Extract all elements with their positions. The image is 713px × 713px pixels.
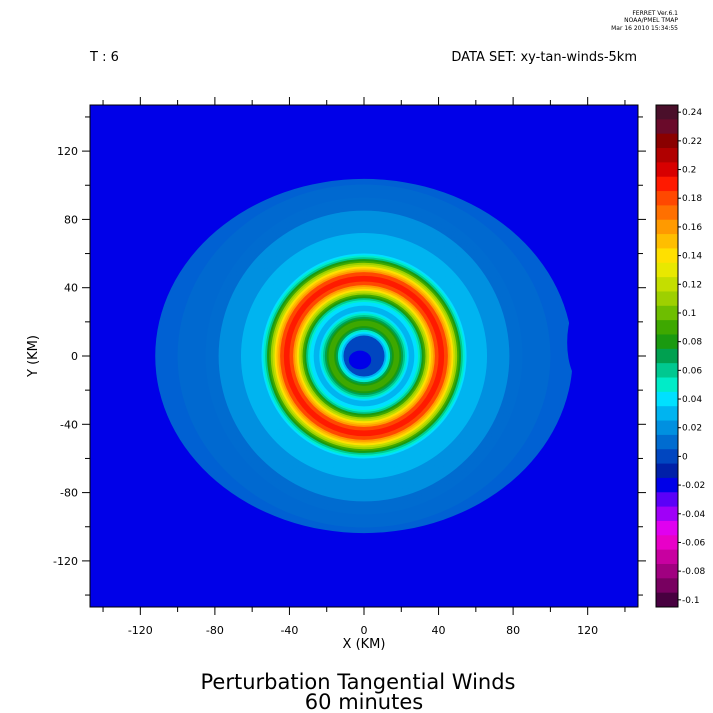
y-tick-label: 120 — [57, 145, 78, 158]
program-line-2: NOAA/PMEL TMAP — [624, 17, 678, 24]
colorbar-swatch — [656, 105, 678, 120]
colorbar-swatch — [656, 248, 678, 264]
colorbar-swatch — [656, 434, 678, 450]
colorbar-tick-label: 0.16 — [682, 223, 702, 233]
colorbar-swatch — [656, 506, 678, 522]
negative-patch — [572, 253, 596, 265]
y-tick-label: -40 — [60, 418, 78, 431]
colorbar-swatch — [656, 119, 678, 135]
y-tick-label: -120 — [53, 555, 78, 568]
x-axis-ticks: -120 -80 -40 0 40 80 120 — [102, 97, 626, 637]
y-axis-label: Y (KM) — [26, 335, 41, 378]
chart-subtitle: 60 minutes — [305, 690, 423, 713]
colorbar-swatch — [656, 406, 678, 422]
negative-patch — [565, 475, 581, 483]
y-tick-label: -80 — [60, 487, 78, 500]
colorbar-tick-label: 0 — [682, 452, 688, 462]
time-label: T : 6 — [89, 50, 119, 65]
colorbar-swatch — [656, 162, 678, 178]
program-line-3: Mar 16 2010 15:34:55 — [611, 25, 678, 32]
colorbar-swatch — [656, 492, 678, 508]
chart-title: Perturbation Tangential Winds — [201, 670, 516, 694]
y-tick-label: 80 — [64, 213, 78, 226]
colorbar-tick-label: -0.04 — [682, 510, 706, 520]
colorbar-tick-label: -0.08 — [682, 567, 706, 577]
colorbar-swatch — [656, 234, 678, 249]
core-negative-region — [348, 350, 372, 370]
colorbar-tick-label: 0.22 — [682, 137, 702, 147]
y-tick-label: 40 — [64, 282, 78, 295]
y-tick-label: 0 — [71, 350, 78, 363]
colorbar-swatch — [656, 262, 678, 278]
colorbar-tick-label: 0.2 — [682, 166, 696, 176]
x-tick-label: 80 — [506, 624, 520, 637]
colorbar-swatch — [656, 592, 678, 608]
colorbar-tick-label: 0.14 — [682, 252, 702, 262]
colorbar-swatch — [656, 391, 678, 407]
y-axis-ticks: -120 -80 -40 0 40 80 120 — [53, 116, 646, 596]
colorbar-swatch — [656, 133, 678, 149]
colorbar-swatch — [656, 334, 678, 350]
colorbar-tick-label: 0.12 — [682, 280, 702, 290]
colorbar-swatch — [656, 291, 678, 307]
x-tick-label: -80 — [206, 624, 224, 637]
colorbar-swatch — [656, 219, 678, 235]
negative-patch — [479, 118, 491, 126]
colorbar-tick-label: 0.06 — [682, 366, 702, 376]
colorbar-tick-label: 0.02 — [682, 424, 702, 434]
colorbar-tick-label: 0.1 — [682, 309, 696, 319]
negative-patch — [119, 328, 132, 340]
colorbar-swatch — [656, 420, 678, 436]
colorbar-swatch — [656, 205, 678, 221]
x-tick-label: 40 — [432, 624, 446, 637]
x-tick-label: 0 — [361, 624, 368, 637]
x-tick-label: -120 — [128, 624, 153, 637]
x-tick-label: 120 — [577, 624, 598, 637]
program-line-1: FERRET Ver.6.1 — [632, 10, 678, 17]
colorbar-swatch — [656, 277, 678, 292]
colorbar-tick-label: 0.18 — [682, 194, 702, 204]
negative-patch — [567, 301, 601, 384]
colorbar-swatch — [656, 176, 678, 192]
colorbar-swatch — [656, 320, 678, 335]
colorbar-swatch — [656, 377, 678, 393]
x-tick-label: -40 — [280, 624, 298, 637]
colorbar: 0.24 0.22 0.2 0.18 0.16 0.14 0.12 0.1 0.08 0.06 0.… — [655, 104, 706, 608]
colorbar-swatch — [656, 148, 678, 163]
x-axis-label: X (KM) — [343, 637, 386, 652]
colorbar-swatch — [656, 563, 678, 579]
colorbar-swatch — [656, 305, 678, 321]
contour-field — [119, 112, 601, 534]
colorbar-tick-label: -0.1 — [682, 596, 700, 606]
colorbar-swatch — [656, 449, 678, 465]
colorbar-swatch — [656, 549, 678, 565]
colorbar-tick-label: -0.02 — [682, 481, 705, 491]
colorbar-frame — [655, 104, 679, 608]
colorbar-tick-label: -0.06 — [682, 538, 706, 548]
colorbar-swatch — [656, 191, 678, 206]
colorbar-tick-label: 0.24 — [682, 108, 702, 118]
colorbar-swatch — [656, 477, 678, 493]
colorbar-swatch — [656, 348, 678, 364]
colorbar-swatch — [656, 363, 678, 379]
colorbar-swatch — [656, 535, 678, 551]
plot-area: -120 -80 -40 0 40 80 120 -120 -80 -40 0 40 80 120 — [53, 97, 646, 637]
negative-patch — [218, 113, 238, 125]
colorbar-swatch — [656, 520, 678, 536]
colorbar-tick-label: 0.04 — [682, 395, 702, 405]
negative-patch — [354, 112, 392, 132]
colorbar-swatch — [656, 463, 678, 479]
dataset-label: DATA SET: xy-tan-winds-5km — [451, 50, 637, 65]
colorbar-tick-label: 0.08 — [682, 338, 702, 348]
colorbar-swatch — [656, 578, 678, 594]
